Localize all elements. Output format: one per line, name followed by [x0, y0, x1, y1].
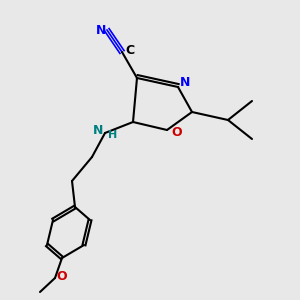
Text: O: O — [57, 269, 67, 283]
Text: H: H — [108, 130, 118, 140]
Text: N: N — [96, 23, 106, 37]
Text: N: N — [180, 76, 190, 89]
Text: N: N — [93, 124, 103, 136]
Text: O: O — [172, 127, 182, 140]
Text: C: C — [125, 44, 135, 56]
